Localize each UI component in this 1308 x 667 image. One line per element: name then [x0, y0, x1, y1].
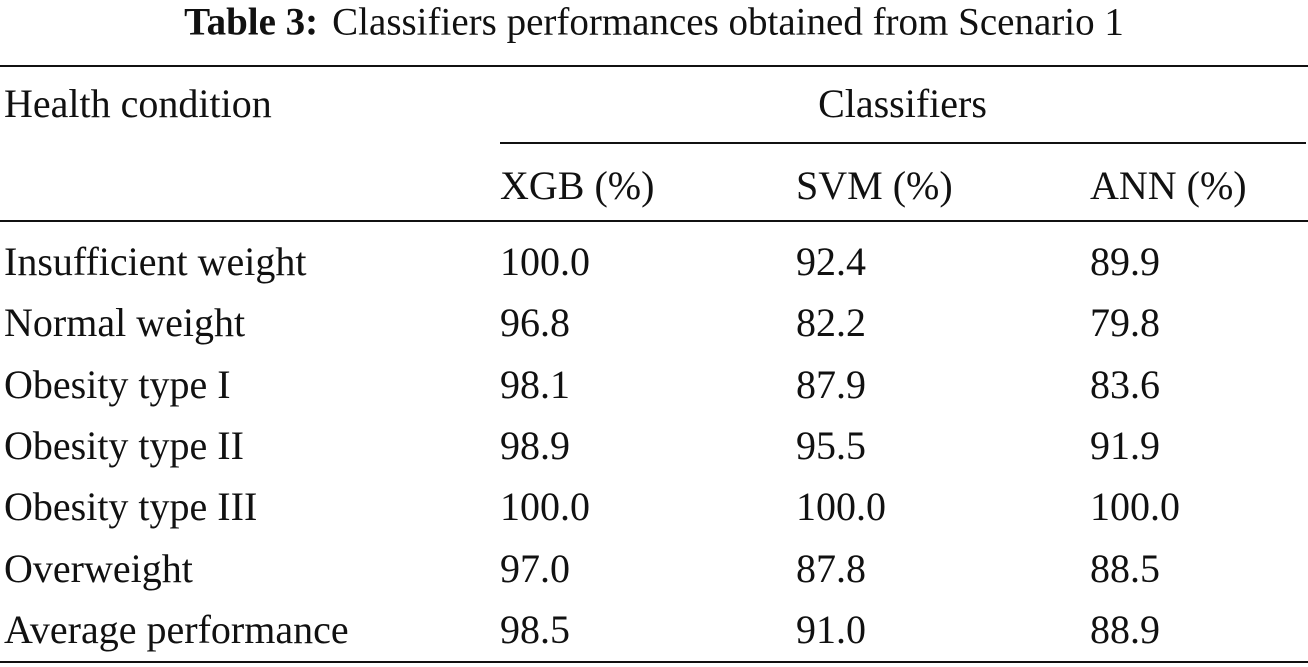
column-header: ANN (%) — [1090, 163, 1247, 208]
caption-label: Table 3: — [184, 0, 319, 44]
bottom-rule — [0, 661, 1308, 663]
top-rule — [0, 65, 1308, 67]
row-label: Insufficient weight — [4, 239, 307, 284]
cell: 98.1 — [500, 361, 570, 407]
cell: 83.6 — [1090, 361, 1160, 407]
cell: 87.9 — [796, 361, 866, 407]
cell: 82.2 — [796, 300, 866, 346]
column-header: XGB (%) — [500, 163, 655, 208]
row-header: Health condition — [4, 81, 272, 126]
cell: 87.8 — [796, 545, 866, 591]
cell: 79.8 — [1090, 300, 1160, 346]
row-label: Obesity type II — [4, 422, 244, 468]
cell: 100.0 — [500, 484, 590, 530]
cell: 88.9 — [1090, 606, 1160, 652]
row-label: Normal weight — [4, 300, 246, 346]
cell: 96.8 — [500, 300, 570, 346]
caption-text: Classifiers performances obtained from S… — [332, 0, 1124, 44]
cell: 91.0 — [796, 606, 866, 652]
group-header: Classifiers — [818, 81, 987, 126]
cell: 92.4 — [796, 239, 866, 284]
cell: 95.5 — [796, 422, 866, 468]
cell: 100.0 — [796, 484, 886, 530]
row-label: Obesity type III — [4, 484, 258, 530]
cell: 100.0 — [500, 239, 590, 284]
row-label: Obesity type I — [4, 361, 231, 407]
cell: 91.9 — [1090, 422, 1160, 468]
cell: 98.9 — [500, 422, 570, 468]
column-header: SVM (%) — [796, 163, 953, 208]
cell: 98.5 — [500, 606, 570, 652]
header-rule — [0, 220, 1308, 222]
caption: Table 3: Classifiers performances obtaine… — [0, 0, 1308, 45]
row-label: Overweight — [4, 545, 193, 591]
cell: 89.9 — [1090, 239, 1160, 284]
cell: 100.0 — [1090, 484, 1180, 530]
cell: 97.0 — [500, 545, 570, 591]
group-rule — [500, 142, 1306, 144]
row-label: Average performance — [4, 606, 349, 652]
cell: 88.5 — [1090, 545, 1160, 591]
